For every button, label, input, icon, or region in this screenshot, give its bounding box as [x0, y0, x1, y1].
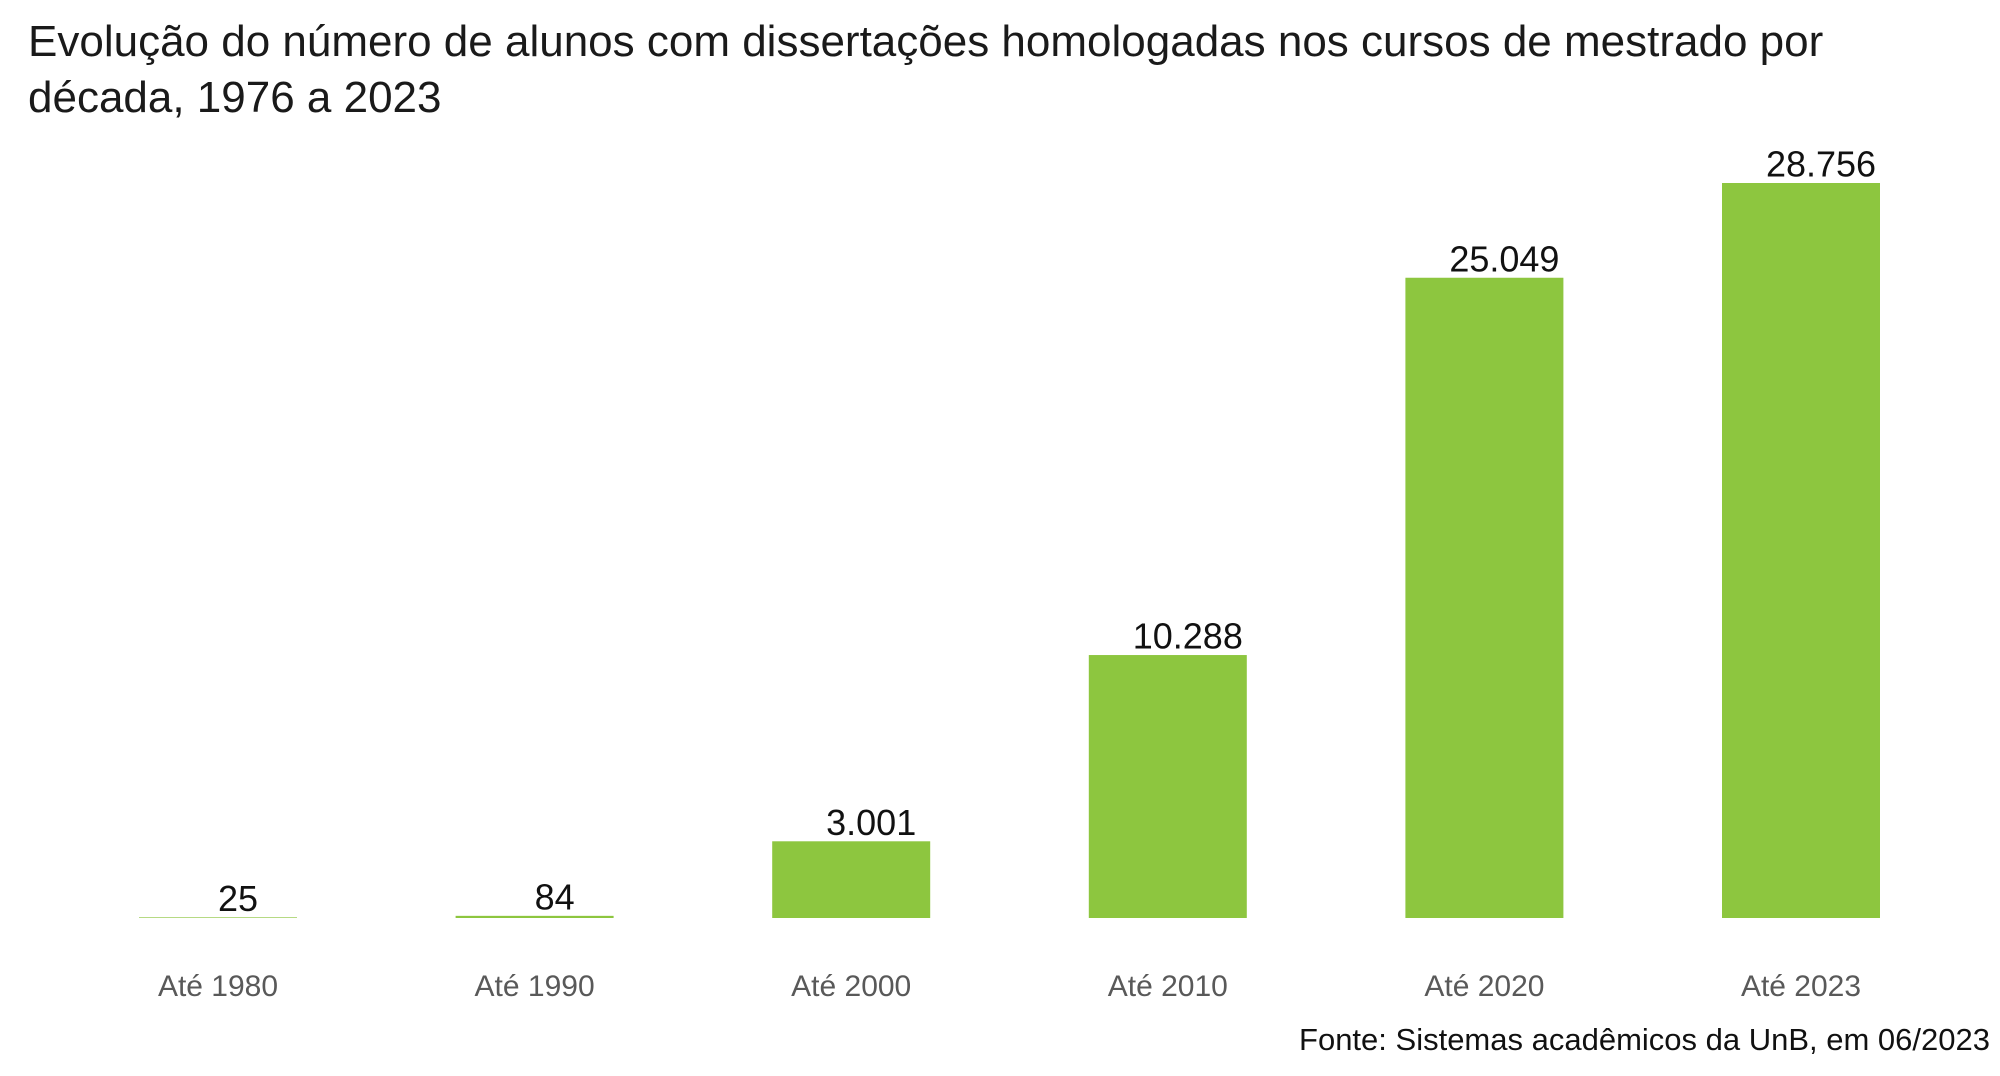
- data-label: 28.756: [1766, 144, 1876, 185]
- x-tick-label: Até 2020: [1424, 970, 1544, 1003]
- data-label: 10.288: [1133, 616, 1243, 657]
- source-note: Fonte: Sistemas acadêmicos da UnB, em 06…: [1299, 1022, 1990, 1057]
- data-label: 3.001: [826, 802, 916, 843]
- x-tick-label: Até 1980: [158, 970, 278, 1003]
- chart-title: Evolução do número de alunos com dissert…: [28, 17, 1824, 122]
- data-label: 25.049: [1449, 238, 1559, 279]
- x-tick-label: Até 2010: [1108, 970, 1228, 1003]
- bar: [455, 915, 614, 918]
- x-tick-label: Até 1990: [475, 970, 595, 1003]
- x-tick-label: Até 2000: [791, 970, 911, 1003]
- bar: [139, 917, 297, 918]
- bar: [1088, 655, 1247, 918]
- data-label: 25: [218, 878, 258, 919]
- bar: [1405, 277, 1564, 918]
- bar: [772, 841, 931, 918]
- bar: [1722, 183, 1880, 918]
- x-tick-label: Até 2023: [1741, 970, 1861, 1003]
- data-label: 84: [535, 876, 575, 917]
